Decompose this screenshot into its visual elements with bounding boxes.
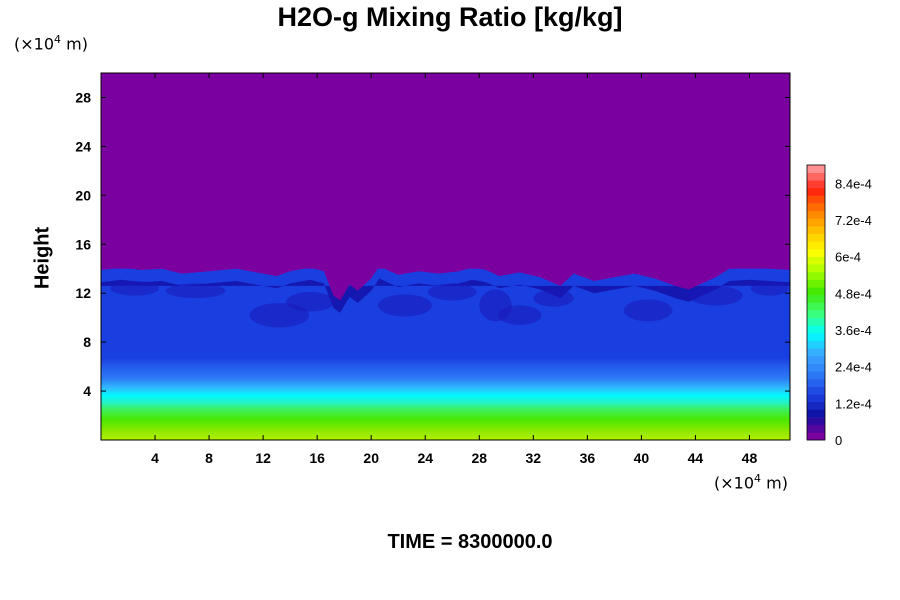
x-axis-ticks: 4 8 12 16 20 24 28 32 36 40 44 48 [151, 73, 757, 466]
colorbar-segment [807, 371, 825, 380]
colorbar-segment [807, 195, 825, 204]
x-unit-base: (×10 [714, 473, 755, 493]
x-unit-suffix: m) [761, 473, 788, 493]
eddy-patch-8 [688, 285, 743, 306]
y-tick-label: 28 [75, 89, 91, 105]
x-tick-label: 20 [363, 450, 379, 466]
colorbar-segment [807, 287, 825, 296]
x-tick-label: 16 [309, 450, 325, 466]
y-tick-label: 24 [75, 138, 91, 154]
y-tick-label: 8 [83, 334, 91, 350]
colorbar-segment [807, 165, 825, 173]
colorbar-segment [807, 271, 825, 280]
colorbar-segment [807, 180, 825, 189]
colorbar-segment [807, 294, 825, 303]
colorbar-segment [807, 386, 825, 395]
x-tick-label: 48 [742, 450, 758, 466]
colorbar-tick-label: 3.6e-4 [835, 323, 872, 338]
x-axis-unit: (×104 m) [714, 472, 788, 492]
x-tick-label: 36 [580, 450, 596, 466]
y-tick-label: 12 [75, 285, 91, 301]
colorbar-segment [807, 241, 825, 250]
colorbar-frame [806, 164, 826, 441]
eddy-patch-6 [533, 289, 574, 307]
eddy-patch-2 [377, 294, 432, 317]
eddy-patch-3 [427, 283, 477, 301]
x-tick-label: 32 [526, 450, 542, 466]
colorbar-tick-label: 1.2e-4 [835, 396, 872, 411]
colorbar-segment [807, 417, 825, 426]
colorbar-tick-label: 4.8e-4 [835, 286, 872, 301]
colorbar-segment [807, 355, 825, 364]
colorbar-segment [807, 226, 825, 235]
colorbar-segment [807, 249, 825, 257]
data-field [101, 73, 790, 440]
colorbar-segment [807, 333, 825, 341]
colorbar-tick-label: 0 [835, 433, 842, 448]
colorbar-segment [807, 325, 825, 334]
x-tick-label: 40 [634, 450, 650, 466]
x-tick-label: 44 [688, 450, 704, 466]
x-tick-label: 24 [417, 450, 433, 466]
y-unit-exp: 4 [54, 33, 62, 46]
colorbar-segment [807, 363, 825, 372]
colorbar-segment [807, 424, 825, 433]
colorbar-segment [807, 187, 825, 196]
colorbar-segment [807, 348, 825, 357]
colorbar: 0 1.2e-4 2.4e-4 3.6e-4 4.8e-4 6e-4 7.2e-4 8.4e-… [806, 164, 872, 448]
x-tick-label: 4 [151, 450, 159, 466]
y-tick-label: 16 [75, 236, 91, 252]
eddy-patch-5 [498, 305, 542, 326]
colorbar-tick-label: 2.4e-4 [835, 360, 872, 375]
colorbar-segment [807, 279, 825, 288]
colorbar-segment [807, 310, 825, 319]
colorbar-segment [807, 340, 825, 349]
colorbar-tick-label: 8.4e-4 [835, 176, 872, 191]
colorbar-segment [807, 218, 825, 227]
y-unit-base: (×10 [14, 34, 55, 54]
eddy-patch-0 [249, 302, 310, 328]
eddy-patch-10 [750, 280, 789, 296]
colorbar-segment [807, 210, 825, 219]
x-tick-label: 28 [471, 450, 487, 466]
colorbar-segment [807, 264, 825, 273]
colorbar-segment [807, 172, 825, 181]
plot-frame [100, 72, 791, 441]
colorbar-segment [807, 378, 825, 387]
colorbar-segment [807, 394, 825, 403]
colorbar-segment [807, 256, 825, 265]
x-unit-exp: 4 [754, 472, 762, 485]
y-unit-suffix: m) [61, 34, 88, 54]
colorbar-segment [807, 432, 825, 441]
eddy-patch-11 [110, 280, 160, 296]
colorbar-tick-label: 6e-4 [835, 250, 861, 265]
y-tick-label: 4 [83, 383, 91, 399]
dry-region [101, 73, 790, 301]
chart-title: H2O-g Mixing Ratio [kg/kg] [277, 2, 623, 32]
eddy-patch-1 [286, 291, 335, 312]
y-axis-ticks: 4 8 12 16 20 24 28 [75, 89, 790, 399]
y-tick-label: 20 [75, 187, 91, 203]
colorbar-segment [807, 409, 825, 418]
time-label: TIME = 8300000.0 [387, 531, 553, 553]
colorbar-segment [807, 302, 825, 311]
upper-dark-band [101, 278, 790, 313]
x-tick-label: 12 [255, 450, 271, 466]
colorbar-segment [807, 233, 825, 242]
x-tick-label: 8 [205, 450, 213, 466]
eddy-patch-7 [623, 299, 673, 322]
colorbar-segment [807, 203, 825, 212]
eddy-patch-9 [165, 283, 226, 299]
y-axis-unit: (×104 m) [14, 33, 88, 53]
colorbar-segment [807, 317, 825, 326]
colorbar-segment [807, 401, 825, 410]
colorbar-tick-label: 7.2e-4 [835, 213, 872, 228]
